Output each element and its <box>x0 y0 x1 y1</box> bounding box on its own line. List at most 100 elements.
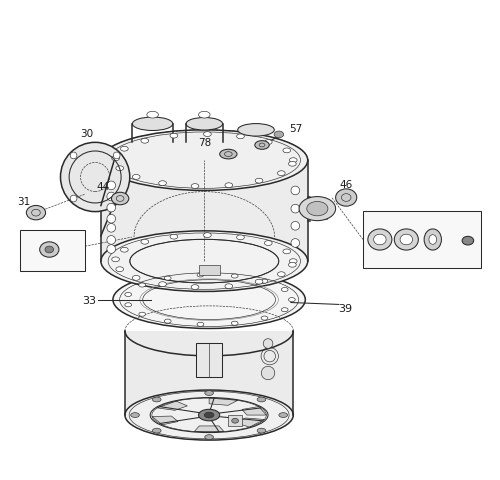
Ellipse shape <box>205 391 214 396</box>
Text: Pre 1994: Pre 1994 <box>36 235 70 244</box>
Text: 31: 31 <box>18 196 30 206</box>
Ellipse shape <box>264 140 272 145</box>
Ellipse shape <box>394 229 418 251</box>
Ellipse shape <box>114 153 120 159</box>
Ellipse shape <box>288 263 296 268</box>
Text: 48: 48 <box>465 216 477 226</box>
Ellipse shape <box>158 181 166 186</box>
Text: 45: 45 <box>400 216 412 226</box>
Ellipse shape <box>191 285 199 290</box>
Polygon shape <box>242 407 266 415</box>
Ellipse shape <box>261 316 268 321</box>
Ellipse shape <box>70 153 77 159</box>
Ellipse shape <box>232 275 238 278</box>
Ellipse shape <box>255 142 269 150</box>
Ellipse shape <box>288 298 295 302</box>
Ellipse shape <box>257 397 266 402</box>
Ellipse shape <box>283 149 290 154</box>
Ellipse shape <box>291 187 300 195</box>
Ellipse shape <box>204 233 212 238</box>
Ellipse shape <box>278 171 285 176</box>
Ellipse shape <box>60 143 130 212</box>
Ellipse shape <box>198 112 210 119</box>
Ellipse shape <box>170 134 177 139</box>
Ellipse shape <box>191 184 199 189</box>
Ellipse shape <box>158 282 166 287</box>
Ellipse shape <box>152 428 161 433</box>
Ellipse shape <box>374 235 386 245</box>
Ellipse shape <box>232 419 238 423</box>
Ellipse shape <box>263 339 273 348</box>
Text: 57: 57 <box>289 124 302 134</box>
Ellipse shape <box>238 124 275 137</box>
Polygon shape <box>152 416 178 425</box>
Ellipse shape <box>282 308 288 312</box>
Ellipse shape <box>107 204 116 213</box>
Text: 44: 44 <box>96 182 110 192</box>
Ellipse shape <box>291 222 300 231</box>
Ellipse shape <box>130 413 140 418</box>
Ellipse shape <box>141 139 148 144</box>
Ellipse shape <box>139 283 145 288</box>
Ellipse shape <box>132 118 173 131</box>
Ellipse shape <box>107 215 116 224</box>
Polygon shape <box>236 418 264 427</box>
Ellipse shape <box>204 412 214 418</box>
Ellipse shape <box>107 193 116 202</box>
Text: 30: 30 <box>80 129 93 138</box>
Bar <box>198 266 220 276</box>
Bar <box>363 211 481 269</box>
Ellipse shape <box>152 397 161 402</box>
Ellipse shape <box>261 279 268 284</box>
Ellipse shape <box>336 190 357 207</box>
Ellipse shape <box>198 409 220 421</box>
Ellipse shape <box>205 435 214 440</box>
Ellipse shape <box>116 267 124 272</box>
Ellipse shape <box>107 245 116 254</box>
Ellipse shape <box>290 158 297 163</box>
Ellipse shape <box>45 247 54 253</box>
Ellipse shape <box>141 240 148 245</box>
Ellipse shape <box>429 235 436 245</box>
Text: 18: 18 <box>436 216 448 226</box>
Ellipse shape <box>132 276 140 281</box>
Ellipse shape <box>225 183 232 188</box>
Ellipse shape <box>204 132 212 137</box>
Ellipse shape <box>232 322 238 325</box>
Ellipse shape <box>125 303 132 307</box>
Ellipse shape <box>116 167 124 171</box>
PathPatch shape <box>125 331 294 415</box>
Ellipse shape <box>400 235 412 245</box>
Ellipse shape <box>125 390 294 440</box>
Ellipse shape <box>279 413 287 418</box>
Ellipse shape <box>40 242 59 258</box>
Ellipse shape <box>282 288 288 292</box>
Ellipse shape <box>236 236 244 240</box>
Text: 32: 32 <box>42 262 56 271</box>
Ellipse shape <box>164 276 171 281</box>
Ellipse shape <box>170 235 177 240</box>
Ellipse shape <box>220 150 237 159</box>
Ellipse shape <box>26 206 46 220</box>
Ellipse shape <box>299 197 336 221</box>
Ellipse shape <box>274 132 283 139</box>
Ellipse shape <box>288 162 296 167</box>
Text: 39: 39 <box>338 304 352 313</box>
Text: 78: 78 <box>198 138 211 148</box>
PathPatch shape <box>101 161 308 262</box>
Ellipse shape <box>291 205 300 214</box>
Ellipse shape <box>225 284 232 289</box>
Ellipse shape <box>70 196 77 203</box>
Ellipse shape <box>120 248 128 252</box>
Polygon shape <box>194 426 224 432</box>
Ellipse shape <box>114 196 120 203</box>
Ellipse shape <box>290 259 297 264</box>
Ellipse shape <box>107 181 116 190</box>
Ellipse shape <box>262 367 275 380</box>
Ellipse shape <box>101 231 308 292</box>
Ellipse shape <box>139 312 145 317</box>
Ellipse shape <box>236 135 244 140</box>
Text: 46: 46 <box>340 180 353 190</box>
Ellipse shape <box>291 239 300 248</box>
Ellipse shape <box>107 236 116 245</box>
